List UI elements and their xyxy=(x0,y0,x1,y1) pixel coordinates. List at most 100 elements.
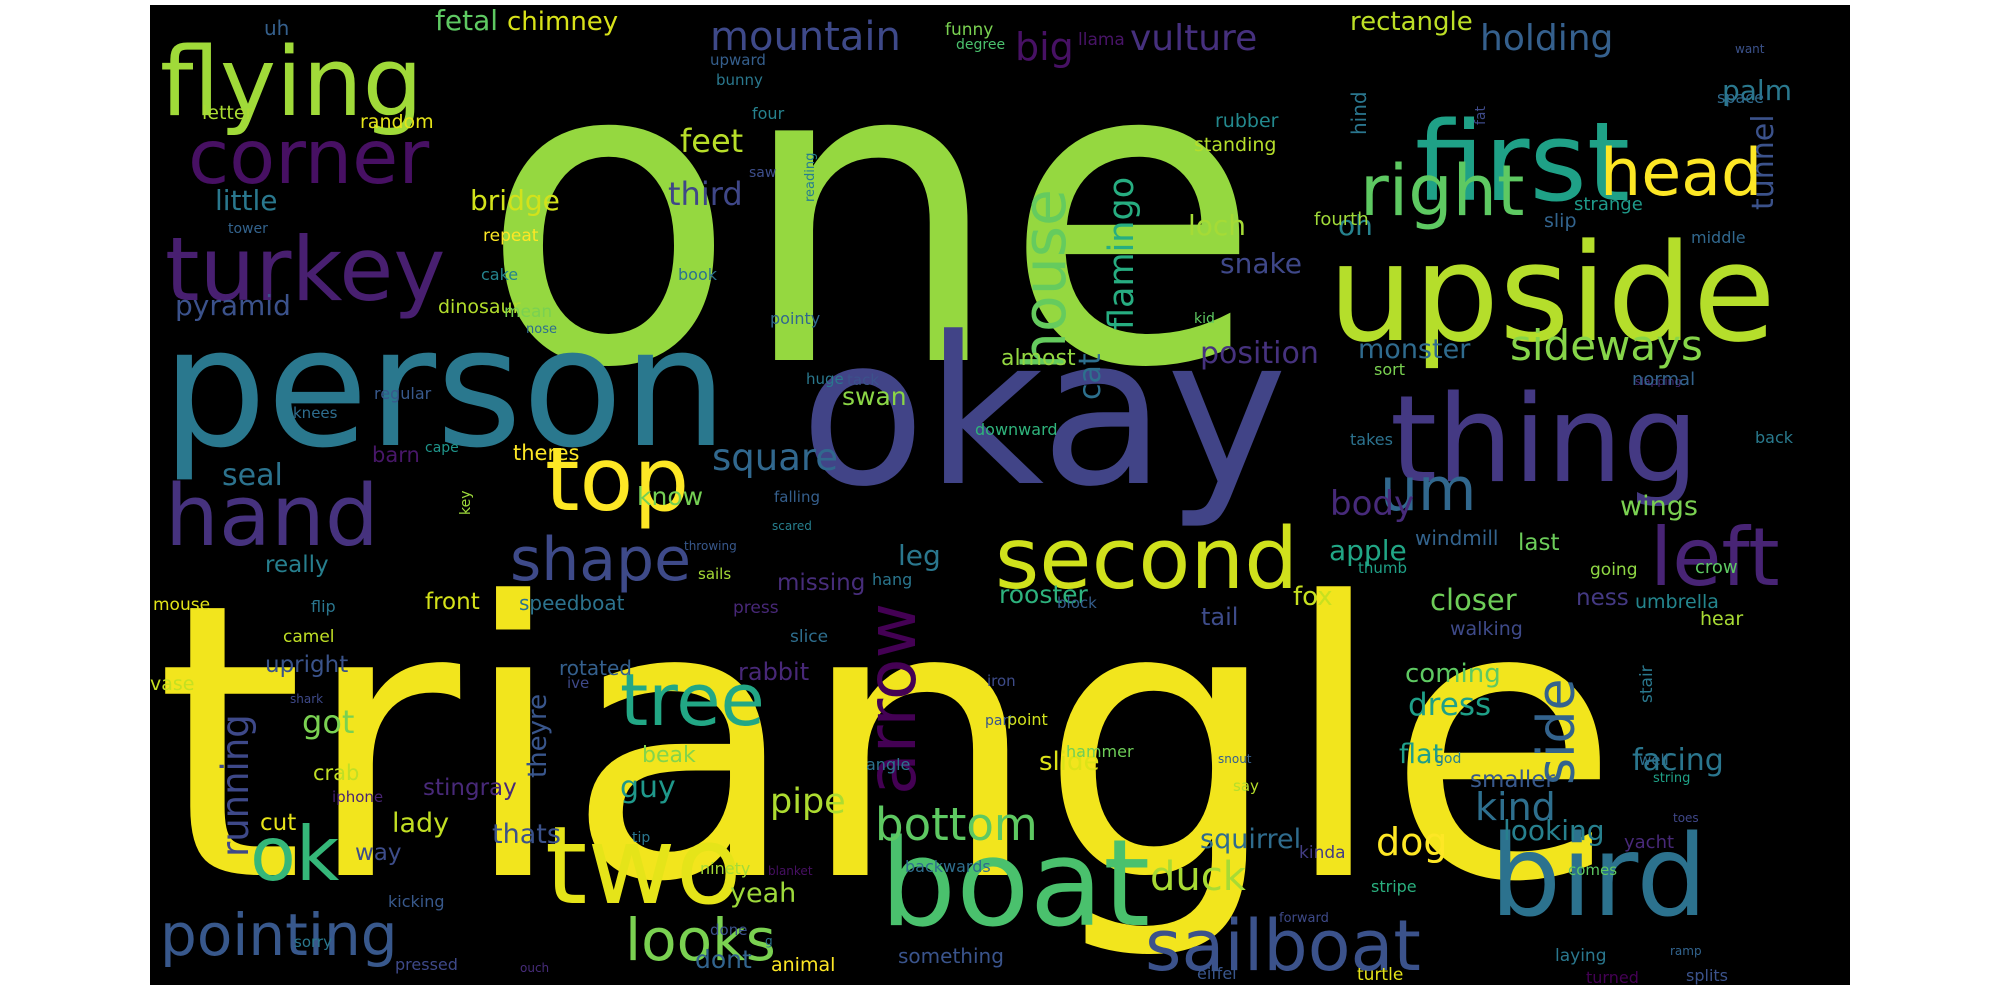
word-uh: uh xyxy=(264,16,289,40)
word-ramp: ramp xyxy=(1670,944,1702,958)
word-guy: guy xyxy=(620,770,676,805)
word-rubber: rubber xyxy=(1215,110,1279,132)
word-degree: degree xyxy=(956,37,1005,53)
word-sorry: sorry xyxy=(294,933,332,951)
word-takes: takes xyxy=(1350,430,1393,449)
word-head: head xyxy=(1600,136,1762,211)
word-rabbit: rabbit xyxy=(738,658,809,686)
word-hear: hear xyxy=(1700,608,1743,630)
word-know: know xyxy=(637,482,703,511)
word-ness: ness xyxy=(1576,585,1629,611)
word-slapping: slapping xyxy=(1635,375,1682,388)
word-thing: thing xyxy=(1390,371,1699,510)
word-kid: kid xyxy=(1194,311,1215,327)
word-second: second xyxy=(995,510,1298,609)
word-apple: apple xyxy=(1329,534,1407,567)
word-vase: vase xyxy=(150,673,194,695)
word-downward: downward xyxy=(975,420,1058,439)
word-way: way xyxy=(355,840,402,866)
word-book: book xyxy=(678,265,718,284)
word-windmill: windmill xyxy=(1415,526,1498,550)
word-running: running xyxy=(214,714,257,857)
word-strange: strange xyxy=(1574,194,1643,215)
word-thumb: thumb xyxy=(1358,559,1407,577)
word-shark: shark xyxy=(290,692,323,706)
word-fetal: fetal xyxy=(435,5,498,37)
word-kind: kind xyxy=(1475,785,1556,829)
word-looks: looks xyxy=(625,906,776,974)
word-lady: lady xyxy=(392,808,449,839)
word-shape: shape xyxy=(510,525,691,595)
word-speedboat: speedboat xyxy=(519,591,625,615)
word-person: person xyxy=(162,292,728,484)
word-theres: theres xyxy=(513,441,580,465)
word-cake: cake xyxy=(481,265,518,284)
word-splits: splits xyxy=(1686,966,1728,985)
word-slide: slide xyxy=(1039,747,1100,777)
word-blanket: blanket xyxy=(768,864,813,878)
word-rotated: rotated xyxy=(559,656,632,680)
word-ive: ive xyxy=(567,674,589,692)
word-walking: walking xyxy=(1450,618,1523,640)
word-palm: palm xyxy=(1722,74,1792,107)
word-throwing: throwing xyxy=(684,539,737,553)
word-mouse: mouse xyxy=(153,595,210,615)
word-leg: leg xyxy=(898,539,941,572)
word-ninety: ninety xyxy=(700,859,750,878)
word-position: position xyxy=(1200,336,1319,371)
word-iron: iron xyxy=(987,672,1016,690)
word-kicking: kicking xyxy=(388,892,445,911)
word-middle: middle xyxy=(1691,228,1746,247)
word-comes: comes xyxy=(1568,861,1617,879)
word-nose: nose xyxy=(526,322,557,337)
word-ouch: ouch xyxy=(520,961,549,975)
word-almost: almost xyxy=(1001,346,1076,371)
word-pressed: pressed xyxy=(395,955,458,974)
word-something: something xyxy=(898,944,1004,968)
word-one: one xyxy=(480,5,1262,460)
word-swan: swan xyxy=(842,382,907,411)
word-dress: dress xyxy=(1408,687,1491,723)
word-flamingo: flamingo xyxy=(1102,177,1142,330)
word-square: square xyxy=(712,436,838,479)
word-going: going xyxy=(1590,560,1637,580)
word-random: random xyxy=(360,111,434,133)
word-eiffel: eiffel xyxy=(1197,964,1237,983)
word-g: g xyxy=(765,934,773,948)
word-monster: monster xyxy=(1358,334,1471,365)
word-arrow: arrow xyxy=(853,603,932,795)
word-funny: funny xyxy=(945,20,993,40)
word-left: left xyxy=(1650,511,1780,604)
word-laying: laying xyxy=(1555,946,1607,966)
word-scared: scared xyxy=(772,519,812,533)
word-hand: hand xyxy=(165,467,379,566)
word-pipe: pipe xyxy=(770,782,846,822)
word-four: four xyxy=(752,104,785,123)
word-flip: flip xyxy=(311,597,336,616)
word-flying: flying xyxy=(160,28,423,138)
word-dont: dont xyxy=(695,945,752,974)
word-flat: flat xyxy=(1399,739,1443,770)
word-mean: mean xyxy=(504,302,552,322)
word-cape: cape xyxy=(425,440,459,456)
word-fat: fat xyxy=(1473,105,1489,125)
word-barn: barn xyxy=(372,443,420,467)
word-iphone: iphone xyxy=(332,788,383,806)
word-loch: loch xyxy=(1188,209,1246,242)
word-missing: missing xyxy=(777,570,865,596)
word-looking: looking xyxy=(1503,814,1605,847)
word-normal: normal xyxy=(1632,369,1695,390)
word-dinosaur: dinosaur xyxy=(438,296,521,318)
word-fox: fox xyxy=(1293,582,1333,612)
word-block: block xyxy=(1057,594,1097,612)
word-well: well xyxy=(1639,751,1669,769)
word-last: last xyxy=(1518,530,1560,556)
word-two: two xyxy=(545,804,742,929)
word-duck: duck xyxy=(1150,854,1247,900)
word-regular: regular xyxy=(374,384,432,403)
word-bunny: bunny xyxy=(716,71,763,89)
word-right: right xyxy=(1360,150,1524,232)
word-tip: tip xyxy=(632,830,650,846)
word-triangle: triangle xyxy=(155,522,1620,965)
